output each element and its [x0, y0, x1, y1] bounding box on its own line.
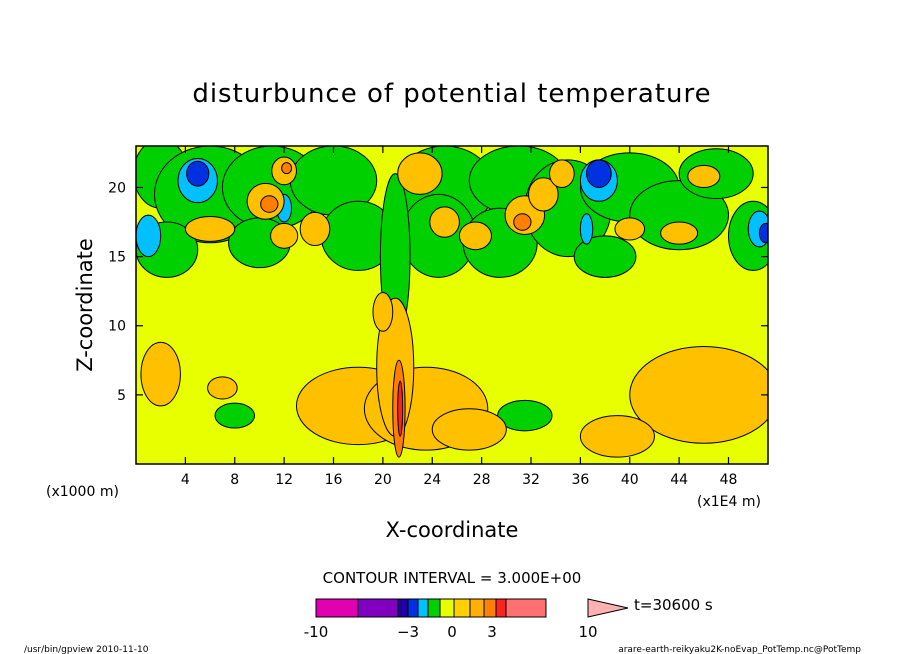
- colorbar-segment-7: [453, 598, 471, 618]
- colorbar-segment-3: [407, 598, 419, 618]
- plot-frame: [135, 145, 769, 465]
- colorbar-segment-1: [357, 598, 399, 618]
- contour-region-53: [579, 415, 655, 458]
- colorbar-segment-5: [427, 598, 441, 618]
- contour-region-39: [458, 221, 492, 251]
- x-tick-label-6: 28: [473, 472, 491, 488]
- contour-region-54: [372, 292, 394, 332]
- contour-region-12: [629, 180, 729, 251]
- x-tick-label-4: 20: [374, 472, 392, 488]
- colorbar-label-4: 10: [578, 623, 597, 641]
- contour-region-18: [214, 402, 255, 429]
- contour-region-46: [140, 341, 181, 407]
- colorbar-label-3: 3: [487, 623, 497, 641]
- colorbar: [315, 598, 629, 618]
- contour-region-35: [429, 206, 460, 238]
- x-tick-label-10: 44: [670, 472, 688, 488]
- colorbar-labels: -10 −3 0 3 10: [304, 623, 598, 641]
- contour-region-15: [573, 235, 637, 278]
- x-unit-left: (x1000 m): [46, 484, 119, 500]
- x-tick-label-9: 40: [621, 472, 639, 488]
- y-tick-label-2: 15: [108, 250, 126, 266]
- x-tick-label-3: 16: [325, 472, 343, 488]
- contour-region-42: [614, 217, 646, 241]
- x-tick-label-0: 4: [181, 472, 190, 488]
- colorbar-segment-6: [439, 598, 455, 618]
- y-tick-label-0: 5: [117, 388, 126, 404]
- contour-region-52: [629, 345, 768, 444]
- contour-region-32: [270, 222, 299, 249]
- x-tick-label-8: 36: [571, 472, 589, 488]
- x-axis-ticks: 4 8 12 16 20 24 28 32 36 40 44 48: [181, 146, 738, 488]
- y-axis-ticks: 5 10 15 20: [108, 180, 768, 404]
- colorbar-segment-9: [483, 598, 497, 618]
- contour-region-38: [549, 159, 575, 188]
- contour-region-43: [260, 195, 279, 213]
- contour-region-28: [758, 222, 768, 244]
- y-axis-label: Z-coordinate: [73, 238, 97, 372]
- contour-region-56: [397, 380, 404, 437]
- contour-region-34: [397, 152, 443, 195]
- contour-region-40: [660, 221, 699, 245]
- colorbar-label-1: −3: [397, 623, 419, 641]
- x-tick-label-7: 32: [522, 472, 540, 488]
- x-unit-right: (x1E4 m): [697, 494, 761, 510]
- colorbar-arrow: [587, 598, 629, 618]
- contour-region-50: [431, 408, 507, 451]
- x-tick-label-2: 12: [275, 472, 293, 488]
- contour-region-27: [586, 159, 612, 188]
- contour-region-47: [207, 376, 238, 400]
- footer-right: arare-earth-reikyaku2K-noEvap_PotTemp.nc…: [618, 645, 861, 654]
- contour-region-44: [281, 162, 293, 175]
- footer-left: /usr/bin/gpview 2010-11-10: [24, 645, 149, 654]
- plot-area: [136, 146, 768, 464]
- x-tick-label-11: 48: [720, 472, 738, 488]
- contour-region-26: [186, 160, 210, 187]
- contour-region-37: [528, 177, 559, 212]
- contour-field: [136, 146, 768, 458]
- y-tick-label-1: 10: [108, 319, 126, 335]
- colorbar-segment-4: [417, 598, 429, 618]
- contour-region-45: [513, 213, 532, 231]
- x-axis-label: X-coordinate: [386, 518, 519, 542]
- x-tick-label-5: 24: [423, 472, 441, 488]
- colorbar-segment-11: [505, 598, 547, 618]
- contour-region-41: [687, 164, 721, 188]
- colorbar-segment-10: [495, 598, 507, 618]
- colorbar-label-2: 0: [447, 623, 457, 641]
- contour-region-25: [579, 213, 594, 245]
- colorbar-segment-0: [315, 598, 359, 618]
- colorbar-label-0: -10: [304, 623, 329, 641]
- chart-title: disturbunce of potential temperature: [192, 79, 711, 109]
- y-tick-label-3: 20: [108, 180, 126, 196]
- contour-region-33: [299, 211, 331, 247]
- contour-region-21: [136, 214, 162, 258]
- colorbar-segment-2: [397, 598, 409, 618]
- contour-interval: CONTOUR INTERVAL = 3.000E+00: [323, 569, 582, 587]
- time-label: t=30600 s: [634, 596, 713, 614]
- contour-region-29: [184, 216, 236, 242]
- x-tick-label-1: 8: [230, 472, 239, 488]
- colorbar-segment-8: [469, 598, 485, 618]
